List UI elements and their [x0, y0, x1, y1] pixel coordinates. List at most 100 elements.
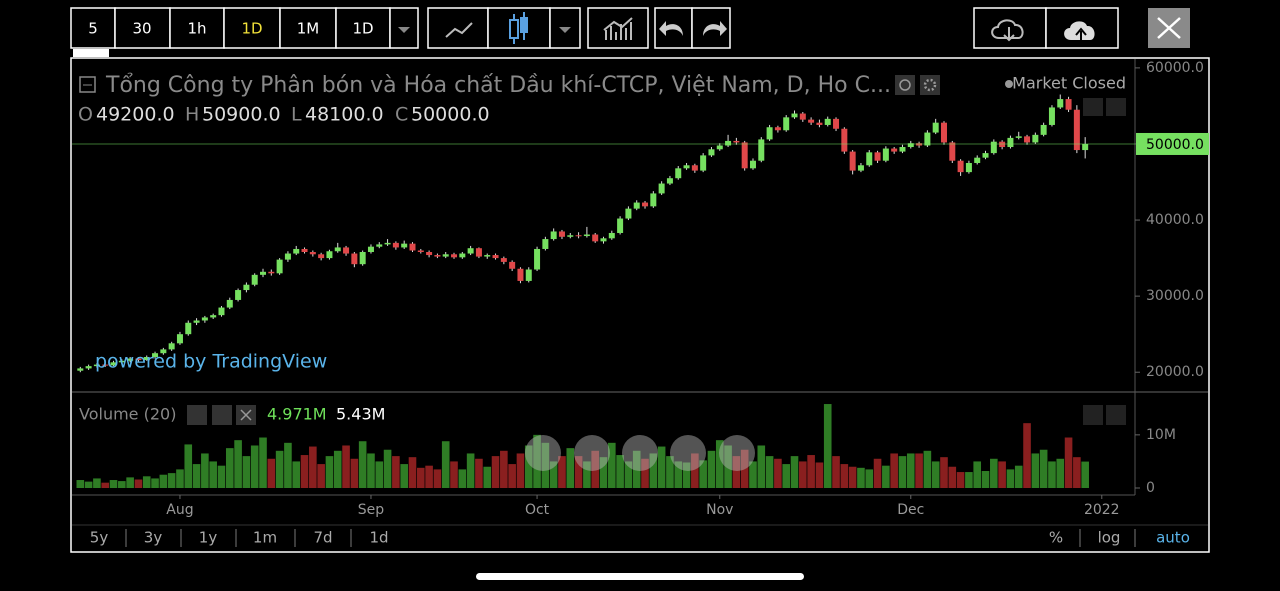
candle-body: [866, 152, 873, 166]
candle-body: [359, 252, 366, 265]
candle-body: [1040, 124, 1047, 135]
line-style-button[interactable]: [427, 7, 489, 49]
candle-body: [260, 271, 267, 275]
nav-button[interactable]: [719, 435, 755, 471]
volume-bar: [325, 456, 334, 488]
volume-bar: [383, 449, 392, 488]
candle-body: [401, 243, 408, 248]
candle-body: [409, 243, 416, 251]
candle-body: [642, 202, 649, 207]
indicators-button[interactable]: [587, 7, 649, 49]
volume-bar: [151, 478, 159, 488]
volume-bar: [1064, 437, 1073, 488]
scroll-button[interactable]: [1083, 405, 1103, 425]
range-button[interactable]: 3y: [144, 529, 163, 547]
candle-icon: [509, 12, 528, 44]
volume-bar: [782, 464, 791, 488]
volume-bar: [591, 450, 599, 488]
volume-tick-label: 10M: [1146, 427, 1176, 443]
interval-button[interactable]: [279, 7, 337, 49]
candle-body: [160, 349, 167, 354]
ohlc-value: 50900.0: [202, 104, 281, 126]
y-tick-label: 20000.0: [1146, 364, 1204, 380]
range-button[interactable]: 1y: [199, 529, 218, 547]
volume-bar: [649, 453, 658, 488]
candle-body: [841, 128, 848, 152]
volume-bar: [259, 437, 267, 488]
eye-button[interactable]: [895, 75, 915, 95]
home-indicator: [476, 573, 804, 580]
collapse-icon[interactable]: [79, 76, 96, 93]
x-tick-label: Nov: [706, 502, 733, 518]
volume-bar: [915, 453, 923, 488]
y-tick-label: 60000.0: [1146, 60, 1204, 76]
candle-body: [343, 247, 350, 254]
volume-bar: [508, 464, 516, 488]
volume-bar: [699, 460, 707, 488]
range-button[interactable]: 1m: [253, 529, 277, 547]
eye-button[interactable]: [187, 405, 207, 425]
candle-body: [1048, 107, 1055, 125]
candle-body: [517, 268, 524, 281]
volume-bar: [317, 464, 325, 488]
scale-option[interactable]: %: [1049, 529, 1063, 547]
candle-body: [1007, 137, 1014, 148]
candle-body: [990, 141, 997, 154]
candle-body: [816, 122, 823, 125]
candle-body: [583, 234, 590, 237]
candle-body: [658, 183, 665, 194]
x-tick-label: Dec: [897, 502, 924, 518]
volume-bar: [1031, 453, 1040, 488]
volume-bar: [566, 448, 575, 488]
volume-bar: [674, 461, 683, 488]
volume-bar: [142, 476, 151, 488]
volume-bar: [292, 461, 301, 488]
scroll-button[interactable]: [1083, 98, 1103, 116]
volume-bar: [408, 457, 417, 488]
volume-bar: [134, 479, 143, 488]
candle-body: [774, 127, 781, 131]
range-button[interactable]: 7d: [313, 529, 332, 547]
nav-button[interactable]: [574, 435, 610, 471]
interval-button[interactable]: [169, 7, 225, 49]
volume-bar: [242, 456, 251, 488]
scale-option-active[interactable]: auto: [1156, 529, 1190, 547]
volume-bar: [857, 467, 865, 488]
candle-body: [725, 140, 732, 146]
settings-button[interactable]: [920, 75, 940, 95]
nav-button[interactable]: [525, 435, 561, 471]
settings-button[interactable]: [212, 405, 232, 425]
volume-bar: [475, 458, 483, 488]
candle-body: [235, 290, 242, 300]
range-button[interactable]: 5y: [90, 529, 109, 547]
interval-button[interactable]: [335, 7, 391, 49]
candle-body: [749, 160, 756, 169]
candle-body: [808, 119, 815, 123]
volume-bar: [998, 461, 1006, 488]
volume-bar: [707, 450, 716, 488]
nav-button[interactable]: [670, 435, 706, 471]
volume-bar: [209, 461, 217, 488]
interval-button[interactable]: [114, 7, 171, 49]
volume-bar: [931, 461, 940, 488]
volume-bar: [225, 448, 234, 488]
candle-body: [1015, 136, 1022, 138]
nav-button[interactable]: [622, 435, 658, 471]
ohlc-key: H: [185, 104, 199, 126]
volume-bar: [608, 442, 616, 488]
candle-body: [741, 142, 748, 169]
candle-body: [982, 153, 989, 158]
last-price-label: 50000.0: [1146, 137, 1204, 153]
scroll-button[interactable]: [1106, 405, 1126, 425]
scroll-button[interactable]: [1106, 98, 1126, 116]
ohlc-key: L: [291, 104, 302, 126]
volume-bar: [184, 444, 193, 488]
candle-body: [857, 165, 864, 171]
interval-button[interactable]: [70, 7, 116, 49]
candle-body: [949, 142, 956, 161]
candle-body: [849, 151, 856, 171]
volume-bar: [500, 450, 508, 488]
range-button[interactable]: 1d: [369, 529, 388, 547]
scale-option[interactable]: log: [1098, 529, 1121, 547]
